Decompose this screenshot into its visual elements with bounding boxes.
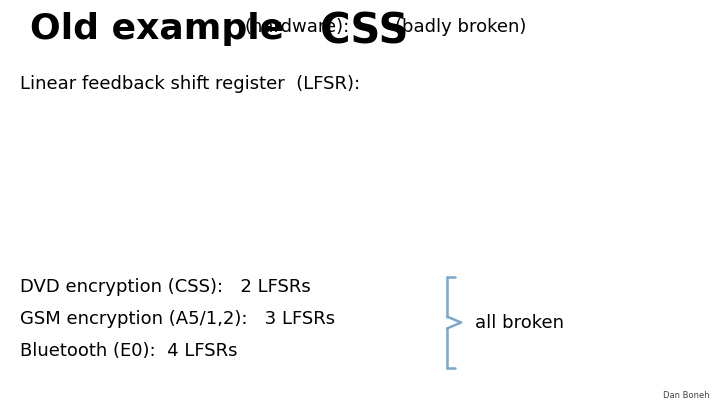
Text: GSM encryption (A5/1,2):   3 LFSRs: GSM encryption (A5/1,2): 3 LFSRs xyxy=(20,310,335,328)
Text: CSS: CSS xyxy=(320,10,410,52)
Text: Dan Boneh: Dan Boneh xyxy=(663,391,710,400)
Text: Old example: Old example xyxy=(30,12,284,46)
Text: (badly broken): (badly broken) xyxy=(395,18,526,36)
Text: Bluetooth (E0):  4 LFSRs: Bluetooth (E0): 4 LFSRs xyxy=(20,342,238,360)
Text: all broken: all broken xyxy=(475,313,564,332)
Text: Linear feedback shift register  (LFSR):: Linear feedback shift register (LFSR): xyxy=(20,75,360,93)
Text: DVD encryption (CSS):   2 LFSRs: DVD encryption (CSS): 2 LFSRs xyxy=(20,278,311,296)
Text: (hardware):: (hardware): xyxy=(245,18,350,36)
